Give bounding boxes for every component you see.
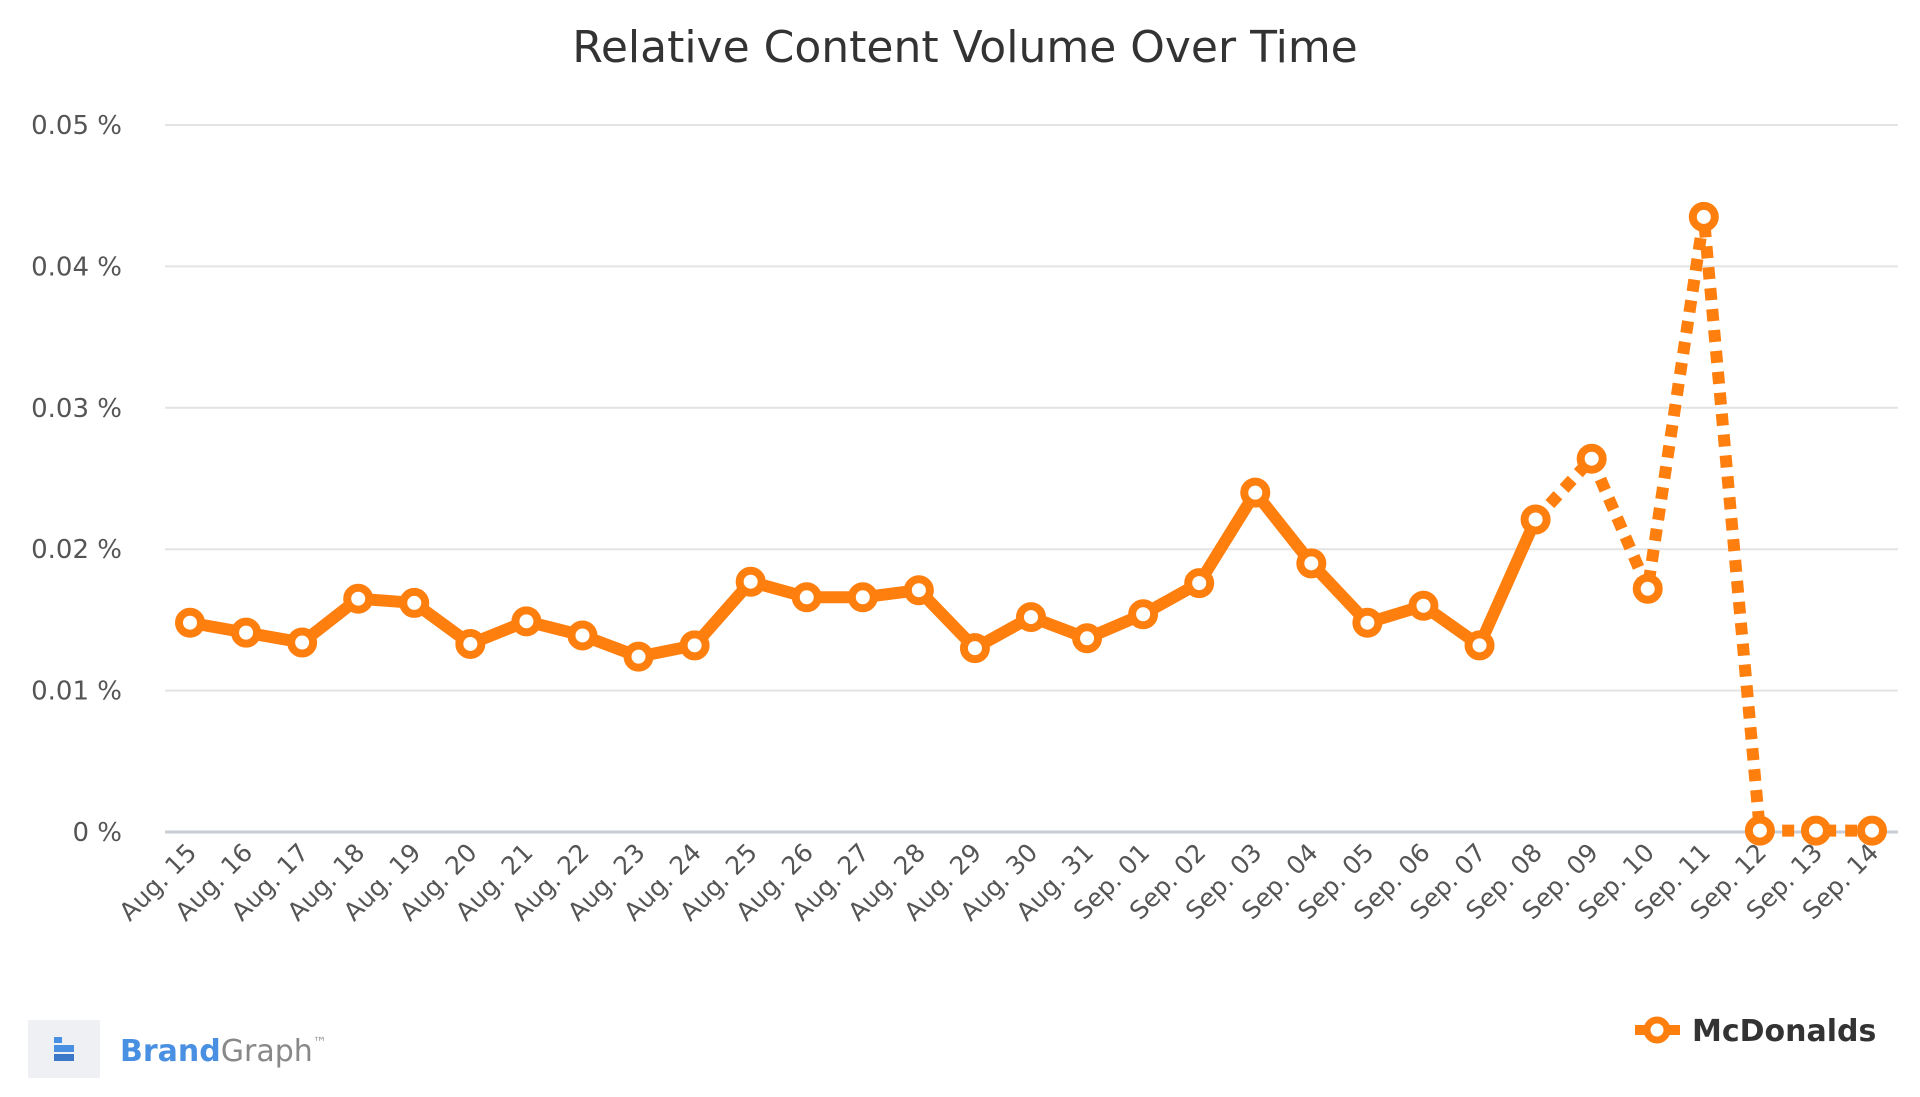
data-point[interactable] [1016,602,1046,633]
data-point[interactable] [1240,477,1271,508]
data-point[interactable] [735,566,766,597]
brand-logo-icon [54,1037,74,1061]
series-line-dashed [1531,210,1872,837]
grid-lines [165,124,1898,834]
data-point[interactable] [1352,607,1383,638]
brand-trademark: ™ [313,1035,327,1051]
data-point[interactable] [1408,590,1439,621]
data-point[interactable] [567,620,598,651]
data-point[interactable] [343,583,374,614]
y-tick-label: 0.02 % [31,535,122,565]
y-tick-label: 0 % [72,818,122,848]
data-point[interactable] [1072,623,1103,654]
svg-text:BrandGraph™: BrandGraph™ [120,1034,327,1069]
y-axis: 0 % 0.01 % 0.02 % 0.03 % 0.04 % 0.05 % [31,111,122,848]
data-point[interactable] [1520,504,1551,535]
y-tick-label: 0.04 % [31,252,122,282]
data-point[interactable] [1800,815,1831,846]
data-point[interactable] [959,633,990,664]
data-point[interactable] [1688,201,1719,232]
brand-name-part2: Graph [221,1034,313,1069]
data-point[interactable] [1632,573,1663,604]
data-point[interactable] [847,582,878,613]
data-point[interactable] [511,606,542,637]
data-point[interactable] [679,630,710,661]
data-point[interactable] [1464,630,1495,661]
data-point[interactable] [399,587,430,618]
series-line-solid [184,486,1542,663]
legend[interactable]: McDonalds [1635,1014,1876,1049]
data-point[interactable] [791,582,822,613]
series-mcdonalds [175,201,1887,846]
brandgraph-logo: BrandGraph™ [28,1020,327,1078]
data-point[interactable] [1744,815,1775,846]
data-point[interactable] [455,628,486,659]
data-point[interactable] [903,575,934,606]
data-point[interactable] [1576,443,1607,474]
y-tick-label: 0.03 % [31,394,122,424]
data-point[interactable] [623,641,654,672]
data-point[interactable] [231,617,262,648]
data-point[interactable] [287,627,318,658]
data-point[interactable] [175,607,205,638]
legend-label[interactable]: McDonalds [1692,1014,1876,1049]
data-point[interactable] [1296,548,1327,579]
data-point[interactable] [1128,599,1159,630]
y-tick-label: 0.01 % [31,677,122,707]
data-point[interactable] [1184,568,1215,599]
brand-name-part1: Brand [120,1034,221,1069]
chart-title: Relative Content Volume Over Time [572,22,1358,73]
y-tick-label: 0.05 % [31,111,122,141]
data-point[interactable] [1857,815,1887,846]
legend-marker [1643,1016,1671,1044]
